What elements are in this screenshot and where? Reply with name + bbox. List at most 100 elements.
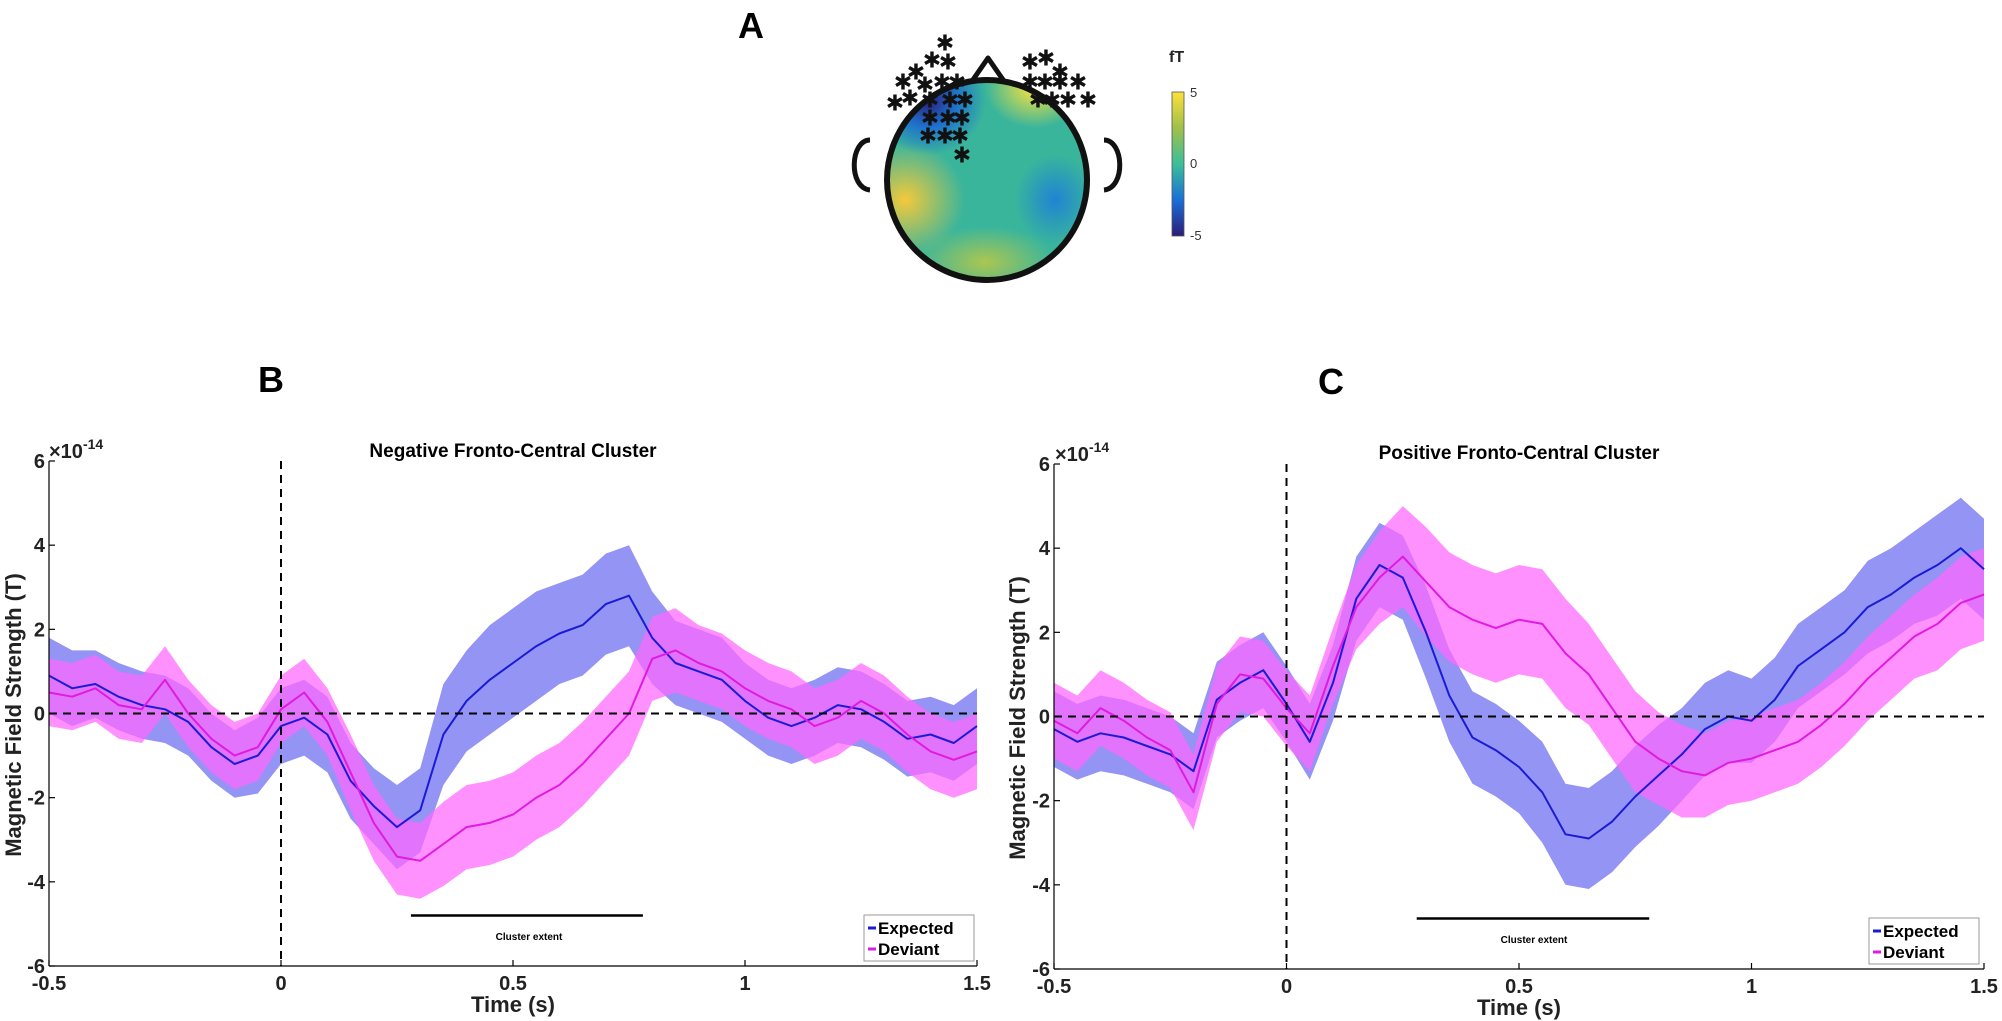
sensor-marker: ✱ [921,88,939,113]
sensor-marker: ✱ [1051,60,1069,85]
chart-c-ytick-label: 0 [1039,707,1050,729]
sensor-markers: ✱✱✱✱✱ ✱✱✱✱ ✱ ✱✱✱ ✱✱✱✱✱✱✱✱✱✱✱✱✱✱✱✱ ✱✱ [886,31,1097,168]
chart-c-xtick-label: 1 [1746,976,1757,998]
chart-c-xtick-label: 0 [1281,976,1292,998]
chart-c-title: Positive Fronto-Central Cluster [1379,443,1660,464]
chart-b-xtick-label: 1 [739,973,750,995]
head-outline [884,77,1090,283]
chart-c-ytick-label: 4 [1039,538,1051,560]
sensor-marker: ✱ [936,31,954,56]
sensor-marker: ✱ [941,88,959,113]
chart-c-ytick-label: -6 [1032,959,1050,981]
sensor-marker: ✱ [1043,88,1061,113]
sensor-marker: ✱ [936,124,954,149]
chart-b-ytick-label: 6 [34,451,45,473]
sensor-marker: ✱ [916,73,934,98]
chart-b-band-deviant [49,608,977,899]
panel-label-c: C [1318,361,1344,402]
sensor-marker: ✱ [1036,70,1054,95]
chart-b-ytick-label: -4 [27,872,46,894]
sensor-marker: ✱ [1021,50,1039,75]
chart-b-yscale-exponent: -14 [83,436,103,452]
sensor-marker: ✱ [933,70,951,95]
sensor-marker: ✱ [1021,70,1039,95]
sensor-marker: ✱ [894,70,912,95]
sensor-marker: ✱ [1037,46,1055,71]
chart-c-yscale-exponent: -14 [1089,439,1109,455]
sensor-marker: ✱ [1051,70,1069,95]
sensor-marker: ✱ [953,143,971,168]
sensor-marker: ✱ [951,124,969,149]
chart-b-line-deviant [48,649,978,862]
sensor-marker: ✱ [907,60,925,85]
sensor-marker: ✱ [948,70,966,95]
chart-b-legend: Expected Deviant [863,914,975,962]
chart-c-legend-deviant: Deviant [1883,943,1945,962]
chart-c-xlabel: Time (s) [1477,995,1561,1020]
chart-b-plot-area: -6 -4 -2 0 2 4 6 -0.5 0 0.5 1 1.5 [27,451,991,995]
chart-b-cluster-label: Cluster extent [496,932,563,943]
colorbar-unit: fT [1169,49,1184,66]
chart-c-yscale: ×10-14 [1055,439,1109,466]
chart-c-legend: Expected Deviant [1868,917,1980,965]
chart-b-ytick-label: 0 [34,704,45,726]
sensor-marker: ✱ [901,86,919,111]
chart-c-yscale-base: ×10 [1055,444,1089,466]
sensor-marker: ✱ [956,88,974,113]
chart-b-xtick-label: 0.5 [499,973,527,995]
sensor-marker: ✱ [939,106,957,131]
chart-c-plot-area: -6 -4 -2 0 2 4 6 -0.5 0 0.5 1 1.5 [1032,454,1998,998]
chart-c-cluster-label: Cluster extent [1501,935,1568,946]
chart-b-band-expected [49,545,977,870]
chart-b-xtick-label: 1.5 [963,973,991,995]
sensor-marker: ✱ [919,124,937,149]
sensor-marker: ✱ [921,106,939,131]
chart-b-yscale: ×10-14 [49,436,103,463]
chart-b-yscale-base: ×10 [49,441,83,463]
sensor-marker: ✱ [1029,88,1047,113]
chart-c-legend-box [1868,917,1980,965]
chart-c-legend-expected: Expected [1883,922,1959,941]
chart-c-ytick-label: 6 [1039,454,1050,476]
topomap-panel: A ✱✱✱✱✱ ✱✱✱✱ ✱ ✱✱✱ ✱✱✱✱✱✱✱✱✱✱✱✱✱✱✱✱ ✱✱ fT 5 0… [738,5,1202,283]
head-right-ear [1103,137,1123,193]
colorbar [1171,91,1185,237]
chart-c-xtick-label: -0.5 [1037,976,1071,998]
chart-c-ytick-label: -4 [1032,875,1051,897]
chart-b-ytick-label: -2 [27,788,45,810]
chart-b-legend-expected: Expected [878,919,954,938]
sensor-marker: ✱ [886,91,904,116]
sensor-marker: ✱ [1079,88,1097,113]
chart-b-ytick-label: -6 [27,956,45,978]
chart-c-ylabel: Magnetic Field Strength (T) [1005,576,1030,860]
chart-b-legend-box [863,914,975,962]
head-left-ear [851,137,871,193]
sensor-marker: ✱ [1059,88,1077,113]
chart-b-ytick-label: 2 [34,619,45,641]
chart-b-xtick-label: -0.5 [32,973,66,995]
chart-b: -6 -4 -2 0 2 4 6 -0.5 0 0.5 1 1.5 B Negative Fronto… [1,359,991,1017]
chart-c: -6 -4 -2 0 2 4 6 -0.5 0 0.5 1 1.5 C Positive Fronto… [1005,361,1998,1020]
chart-c-line-deviant [1053,555,1985,794]
chart-b-ylabel: Magnetic Field Strength (T) [1,573,26,857]
panel-label-a: A [738,5,764,46]
sensor-marker: ✱ [923,48,941,73]
chart-c-xtick-label: 0.5 [1505,976,1533,998]
chart-b-xtick-label: 0 [275,973,286,995]
panel-label-b: B [258,359,284,400]
colorbar-tick-min: -5 [1190,228,1202,243]
chart-c-ytick-label: 2 [1039,622,1050,644]
sensor-marker: ✱ [1069,70,1087,95]
sensor-marker: ✱ [939,50,957,75]
colorbar-tick-max: 5 [1190,85,1197,100]
chart-b-legend-deviant: Deviant [878,940,940,959]
chart-c-line-expected [1053,547,1985,840]
sensor-marker: ✱ [953,106,971,131]
chart-b-ytick-label: 4 [34,535,46,557]
chart-c-xtick-label: 1.5 [1970,976,1998,998]
colorbar-tick-zero: 0 [1190,156,1197,171]
chart-c-ytick-label: -2 [1032,791,1050,813]
chart-b-title: Negative Fronto-Central Cluster [369,441,657,462]
chart-c-band-deviant [1054,506,1984,831]
